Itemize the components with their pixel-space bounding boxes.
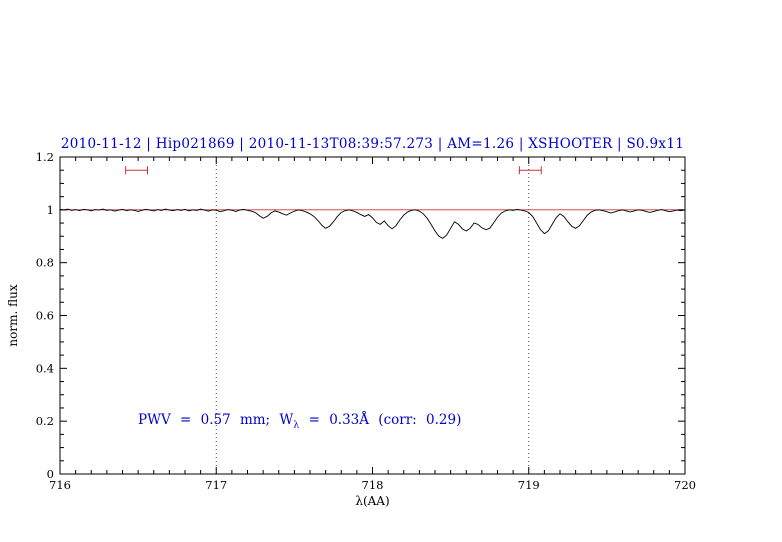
y-tick-label: 1 — [47, 203, 54, 217]
pwv-annotation-sub: λ — [293, 419, 300, 431]
y-tick-label: 1.2 — [36, 150, 54, 164]
pwv-annotation-pre: PWV = 0.57 mm; W — [138, 412, 294, 428]
y-tick-label: 0.4 — [36, 361, 54, 375]
y-axis-label: norm. flux — [6, 284, 20, 346]
x-tick-label: 719 — [518, 478, 540, 492]
x-tick-label: 716 — [49, 478, 71, 492]
spectrum-line — [59, 208, 686, 239]
pwv-annotation: PWV = 0.57 mm; Wλ = 0.33Å (corr: 0.29) — [138, 412, 461, 431]
y-tick-label: 0.6 — [36, 309, 54, 323]
x-tick-label: 720 — [674, 478, 696, 492]
plot-title: 2010-11-12 | Hip021869 | 2010-11-13T08:3… — [60, 136, 685, 152]
x-tick-label: 717 — [205, 478, 227, 492]
x-axis-label: λ(AA) — [355, 494, 389, 508]
pwv-annotation-post: = 0.33Å (corr: 0.29) — [299, 412, 462, 428]
y-tick-label: 0 — [47, 467, 54, 481]
x-tick-label: 718 — [362, 478, 384, 492]
y-tick-label: 0.2 — [36, 414, 54, 428]
y-tick-label: 0.8 — [36, 256, 54, 270]
